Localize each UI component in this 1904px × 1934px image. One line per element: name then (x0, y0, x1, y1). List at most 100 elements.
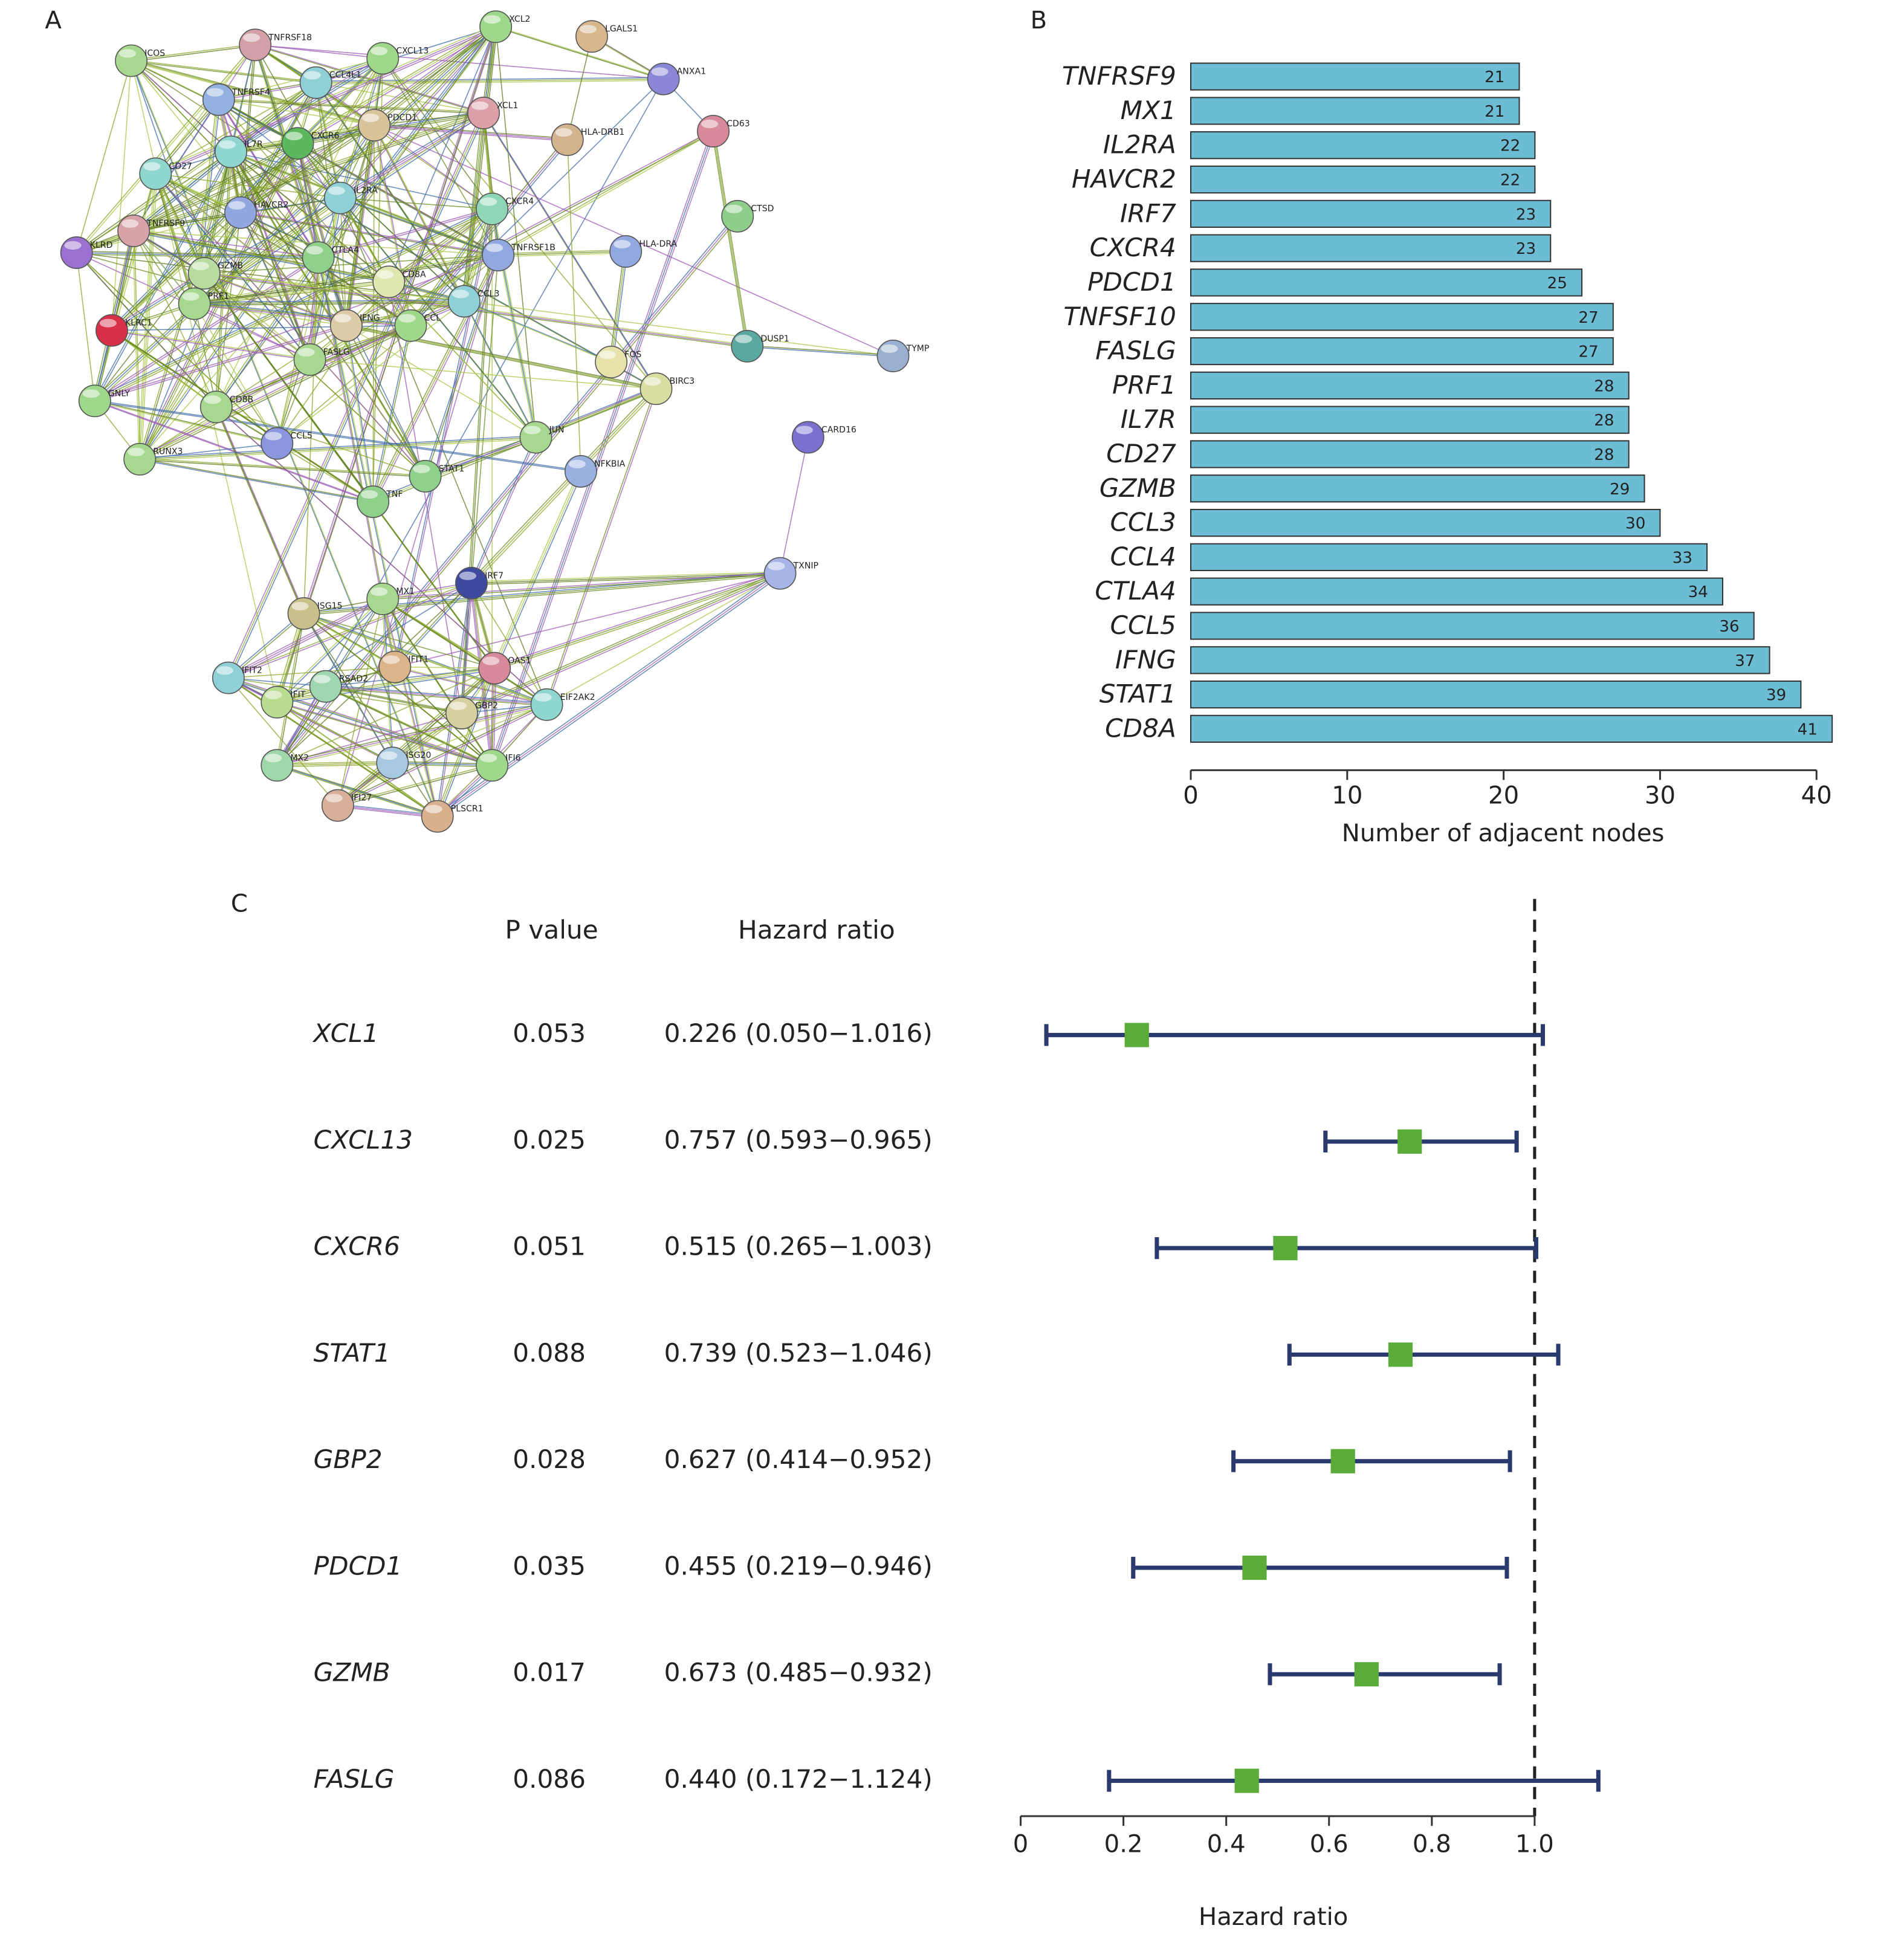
node-label: CCL5 (290, 432, 312, 441)
category-label: CTLA4 (1095, 576, 1176, 606)
network-edge (373, 124, 411, 325)
network-edge (375, 126, 467, 303)
gene-label: PDCD1 (314, 1551, 403, 1580)
node-highlight (265, 754, 282, 763)
node-label: CCL (424, 314, 441, 323)
network-edge (239, 124, 374, 213)
node-highlight (182, 292, 199, 301)
network-edge (296, 142, 498, 255)
node-label: GZMB (218, 261, 243, 271)
network-edge (231, 152, 658, 390)
bar (1190, 406, 1630, 434)
node-label: XCL1 (497, 101, 518, 111)
network-edge (435, 666, 494, 815)
gene-label: XCL1 (312, 1018, 379, 1048)
node-highlight (265, 690, 282, 699)
gene-label: GZMB (314, 1658, 390, 1687)
network-edge (612, 253, 628, 364)
network-edge (256, 45, 485, 114)
node-highlight (228, 201, 246, 210)
category-label: IL7R (1121, 404, 1176, 434)
node-highlight (361, 490, 378, 499)
node-highlight (449, 701, 467, 710)
node-label: GNLY (108, 389, 130, 398)
hr-marker (1124, 1023, 1149, 1047)
node-highlight (204, 395, 221, 404)
bar-value-label: 28 (1594, 446, 1614, 464)
node-highlight (64, 241, 82, 250)
network-edge (297, 26, 496, 144)
p-value: 0.025 (513, 1125, 586, 1154)
network-edge (426, 438, 538, 479)
network-edge (484, 114, 658, 391)
x-tick-label: 30 (1645, 782, 1676, 810)
network-edge (206, 274, 749, 349)
x-axis-label: Number of adjacent nodes (1342, 820, 1665, 847)
x-tick-label: 0 (1183, 782, 1199, 810)
gene-label: CXCR6 (314, 1232, 400, 1261)
hazard-ratio-text: 0.440 (0.172−1.124) (664, 1764, 933, 1794)
node-highlight (216, 666, 233, 675)
network-edge (410, 209, 493, 326)
network-edge (296, 57, 383, 143)
network-edge (323, 684, 491, 765)
network-edge (75, 44, 255, 253)
node-highlight (482, 656, 500, 665)
network-edge (389, 282, 537, 439)
network-edge (346, 325, 656, 390)
bar-value-label: 21 (1485, 103, 1504, 121)
network-edge (305, 614, 549, 707)
hr-marker (1330, 1449, 1355, 1473)
network-edge (76, 60, 132, 253)
node-highlight (768, 561, 785, 571)
network-edge (464, 301, 612, 363)
bar (1190, 268, 1583, 297)
bar (1190, 680, 1802, 709)
p-value: 0.053 (513, 1018, 586, 1048)
network-edge (134, 231, 311, 361)
node-label: TNF (386, 490, 403, 499)
node-label: TNFRSF9 (146, 219, 185, 228)
network-edge (297, 144, 397, 668)
category-label: CCL5 (1110, 610, 1176, 640)
network-edge (464, 300, 893, 357)
node-highlight (192, 262, 209, 271)
network-edge (496, 27, 665, 80)
gene-label: STAT1 (314, 1338, 390, 1368)
bar-value-label: 28 (1594, 377, 1614, 395)
node-highlight (459, 571, 477, 580)
node-highlight (380, 751, 398, 760)
network-edge (138, 458, 425, 476)
network-edge (277, 599, 384, 703)
network-edge (547, 389, 658, 706)
network-edge (393, 208, 492, 667)
bar (1190, 612, 1755, 640)
node-label: HAVCR2 (254, 201, 288, 210)
network-edge (425, 436, 536, 477)
network-edge (296, 25, 495, 143)
network-edge (383, 600, 494, 768)
network-edge (133, 151, 232, 231)
network-edge (137, 172, 155, 458)
network-edge (498, 251, 626, 256)
network-edge (325, 685, 493, 766)
network-edge (471, 583, 548, 705)
network-edge (713, 131, 748, 346)
network-edge (94, 324, 346, 401)
network-edge (255, 44, 664, 80)
category-label: GZMB (1099, 473, 1176, 503)
network-edge (278, 766, 439, 818)
bar (1190, 543, 1708, 572)
node-label: TNFRSF18 (268, 33, 312, 42)
node-label: ANXA1 (677, 67, 706, 77)
network-edge (94, 212, 241, 401)
network-edge (496, 249, 624, 254)
node-highlight (523, 425, 541, 435)
node-highlight (306, 246, 323, 255)
network-edge (461, 573, 780, 714)
network-edge (309, 257, 319, 360)
x-tick-label: 0.4 (1207, 1830, 1246, 1858)
network-edge (395, 666, 495, 669)
network-edge (138, 458, 373, 502)
node-highlight (881, 344, 898, 353)
